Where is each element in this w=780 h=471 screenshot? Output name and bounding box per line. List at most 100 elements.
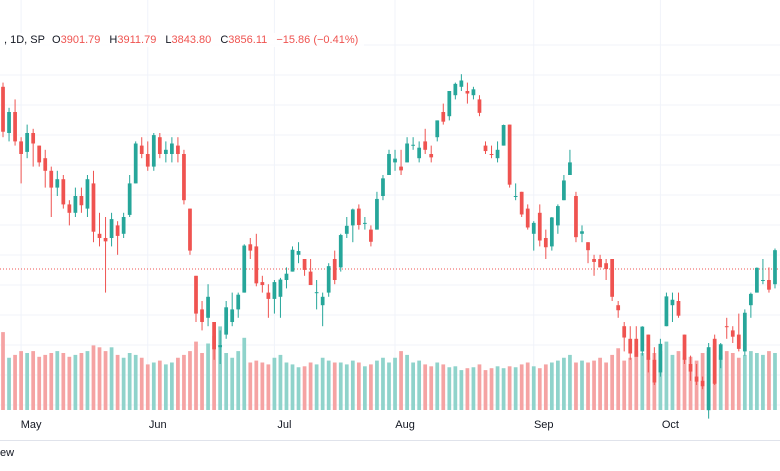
candle-down[interactable]	[308, 259, 313, 286]
candle-up[interactable]	[272, 280, 277, 314]
candle-up[interactable]	[375, 191, 379, 230]
candle-down[interactable]	[248, 238, 253, 259]
candle-up[interactable]	[121, 212, 126, 238]
candle-down[interactable]	[604, 259, 608, 280]
candle-down[interactable]	[399, 149, 403, 175]
candle-up[interactable]	[284, 267, 289, 289]
candle-down[interactable]	[477, 95, 482, 117]
candle-up[interactable]	[314, 280, 319, 310]
candle-down[interactable]	[586, 242, 590, 264]
candle-down[interactable]	[736, 313, 741, 352]
candle-down[interactable]	[266, 284, 271, 318]
candle-down[interactable]	[182, 149, 186, 205]
candle-down[interactable]	[423, 128, 428, 154]
candle-up[interactable]	[580, 225, 584, 243]
candle-up[interactable]	[748, 292, 753, 318]
candle-down[interactable]	[194, 275, 198, 322]
candle-down[interactable]	[212, 322, 216, 360]
candle-down[interactable]	[332, 250, 337, 285]
candle-up[interactable]	[435, 120, 440, 142]
candle-up[interactable]	[381, 175, 385, 201]
candle-up[interactable]	[230, 292, 235, 327]
candle-down[interactable]	[103, 217, 108, 293]
candle-up[interactable]	[363, 217, 367, 230]
candle-down[interactable]	[519, 191, 524, 217]
candle-down[interactable]	[37, 145, 42, 167]
candle-down[interactable]	[145, 141, 150, 171]
candle-down[interactable]	[543, 229, 548, 259]
candle-down[interactable]	[676, 292, 681, 318]
candle-down[interactable]	[465, 82, 470, 104]
candle-down[interactable]	[616, 301, 621, 318]
candle-down[interactable]	[730, 326, 735, 343]
candle-down[interactable]	[19, 137, 23, 184]
candle-down[interactable]	[700, 376, 705, 390]
candle-down[interactable]	[200, 301, 204, 331]
candle-up[interactable]	[459, 74, 464, 91]
candle-down[interactable]	[537, 204, 542, 247]
candle-up[interactable]	[562, 175, 566, 201]
candle-down[interactable]	[483, 141, 488, 154]
candle-down[interactable]	[688, 355, 693, 381]
candle-up[interactable]	[320, 292, 325, 327]
candle-up[interactable]	[755, 267, 759, 293]
candle-up[interactable]	[640, 326, 645, 356]
candle-up[interactable]	[25, 124, 30, 159]
candle-up[interactable]	[127, 175, 132, 217]
candle-down[interactable]	[176, 137, 180, 163]
candle-down[interactable]	[767, 267, 771, 293]
candle-up[interactable]	[549, 217, 554, 251]
candle-down[interactable]	[97, 212, 102, 247]
candle-down[interactable]	[622, 322, 627, 352]
candle-up[interactable]	[278, 277, 283, 318]
candle-down[interactable]	[13, 99, 17, 146]
candle-down[interactable]	[652, 347, 657, 385]
candle-up[interactable]	[224, 301, 229, 339]
candle-up[interactable]	[344, 217, 349, 238]
candle-down[interactable]	[79, 187, 84, 213]
candle-up[interactable]	[742, 309, 747, 356]
legend-interval[interactable]: , 1D, SP	[4, 34, 45, 46]
candle-up[interactable]	[411, 137, 415, 150]
candle-down[interactable]	[507, 124, 512, 188]
candle-up[interactable]	[405, 137, 409, 163]
candle-down[interactable]	[260, 275, 265, 293]
candle-up[interactable]	[706, 343, 711, 419]
candle-down[interactable]	[302, 259, 307, 276]
candle-up[interactable]	[218, 330, 223, 364]
candle-up[interactable]	[501, 124, 506, 146]
candle-up[interactable]	[664, 292, 669, 327]
candle-up[interactable]	[453, 82, 458, 100]
candle-up[interactable]	[338, 233, 343, 272]
candle-up[interactable]	[393, 149, 397, 171]
candle-up[interactable]	[85, 175, 90, 217]
candle-down[interactable]	[31, 128, 36, 167]
candle-down[interactable]	[610, 259, 615, 301]
candle-up[interactable]	[296, 242, 301, 264]
candle-up[interactable]	[447, 91, 452, 121]
candle-up[interactable]	[670, 292, 675, 322]
candle-down[interactable]	[724, 317, 729, 339]
candle-down[interactable]	[139, 137, 144, 159]
candle-down[interactable]	[61, 175, 66, 209]
candle-up[interactable]	[495, 141, 500, 163]
candle-up[interactable]	[55, 170, 60, 196]
candle-up[interactable]	[531, 221, 536, 251]
candle-up[interactable]	[471, 86, 476, 100]
candle-up[interactable]	[236, 292, 241, 318]
candle-down[interactable]	[634, 326, 639, 357]
candle-down[interactable]	[254, 233, 259, 287]
candle-down[interactable]	[67, 200, 72, 226]
candle-down[interactable]	[91, 170, 96, 243]
candle-down[interactable]	[592, 254, 596, 276]
candle-up[interactable]	[513, 183, 518, 201]
candle-up[interactable]	[387, 149, 391, 175]
candle-up[interactable]	[326, 263, 331, 297]
candle-down[interactable]	[574, 191, 578, 243]
candle-up[interactable]	[773, 248, 777, 289]
candle-down[interactable]	[49, 166, 54, 217]
footer-text[interactable]: ew	[0, 447, 15, 459]
candle-down[interactable]	[115, 221, 120, 255]
candle-down[interactable]	[628, 326, 633, 360]
candle-down[interactable]	[694, 364, 699, 385]
